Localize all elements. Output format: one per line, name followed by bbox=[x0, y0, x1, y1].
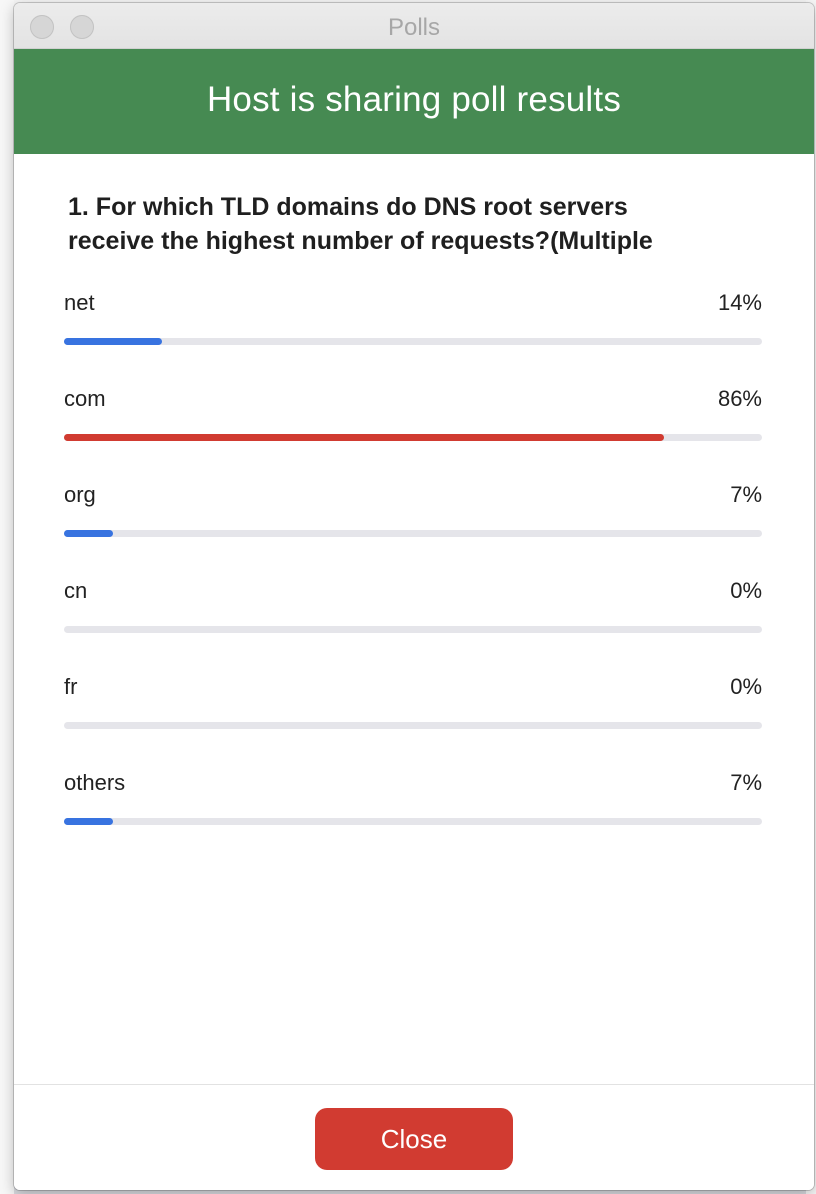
option-label: org bbox=[64, 482, 96, 507]
option-percent: 86% bbox=[717, 386, 762, 411]
result-bar-track bbox=[64, 434, 762, 441]
close-button[interactable]: Close bbox=[315, 1108, 513, 1170]
result-bar-track bbox=[64, 530, 762, 537]
option-percent: 7% bbox=[730, 770, 762, 795]
question-text: 1. For which TLD domains do DNS root ser… bbox=[68, 193, 653, 255]
option-label: net bbox=[64, 290, 95, 315]
result-bar-fill bbox=[64, 338, 162, 345]
result-bar-track bbox=[64, 338, 762, 345]
poll-option: cn 0% bbox=[64, 574, 762, 670]
dialog-footer: Close bbox=[14, 1084, 814, 1190]
poll-results-list: net 14% com 86% org 7% cn 0% bbox=[64, 286, 762, 862]
option-percent: 14% bbox=[717, 290, 762, 315]
option-label: fr bbox=[64, 674, 78, 699]
result-bar-track bbox=[64, 818, 762, 825]
result-bar-fill bbox=[64, 818, 113, 825]
option-label: others bbox=[64, 770, 126, 795]
option-percent: 7% bbox=[730, 482, 762, 507]
poll-option: others 7% bbox=[64, 766, 762, 862]
poll-option: com 86% bbox=[64, 382, 762, 478]
result-bar-fill bbox=[64, 434, 665, 441]
result-bar-fill bbox=[64, 530, 113, 537]
option-percent: 0% bbox=[730, 674, 762, 699]
poll-option: fr 0% bbox=[64, 670, 762, 766]
window-title: Polls bbox=[387, 14, 441, 41]
option-percent: 0% bbox=[730, 578, 762, 603]
window-minimize-dot-icon[interactable] bbox=[70, 15, 94, 39]
option-label: com bbox=[64, 386, 106, 411]
polls-window: Polls Host is sharing poll results 1. Fo… bbox=[14, 3, 814, 1190]
sharing-banner: Host is sharing poll results bbox=[14, 49, 814, 154]
banner-text: Host is sharing poll results bbox=[206, 79, 622, 119]
option-label: cn bbox=[64, 578, 88, 603]
window-close-dot-icon[interactable] bbox=[30, 15, 54, 39]
title-bar[interactable]: Polls bbox=[14, 3, 814, 49]
poll-option: net 14% bbox=[64, 286, 762, 382]
result-bar-track bbox=[64, 626, 762, 633]
background-document-left bbox=[0, 0, 14, 1194]
poll-option: org 7% bbox=[64, 478, 762, 574]
result-bar-track bbox=[64, 722, 762, 729]
